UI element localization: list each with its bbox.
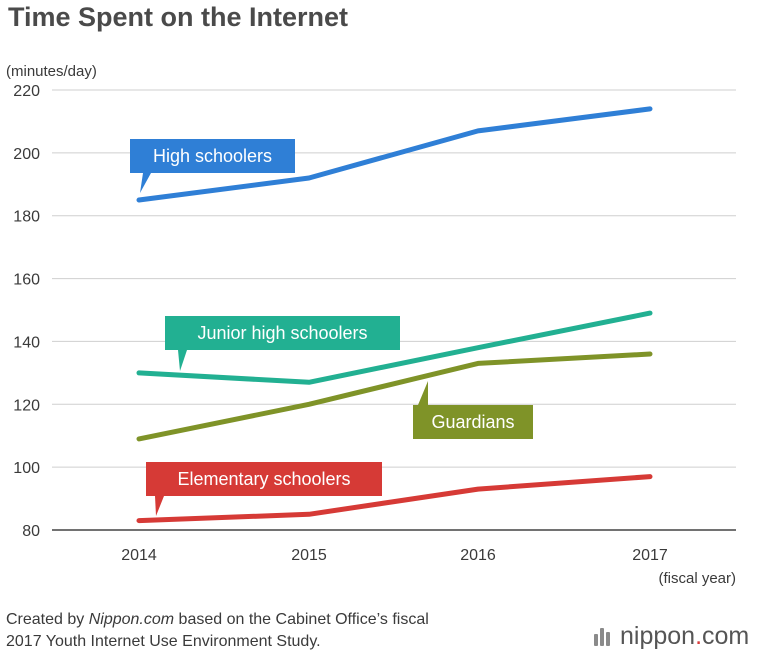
line-chart: 80 100 120 140 160 180 200 220 2014 2015 2016 2017… — [6, 63, 736, 587]
x-tick-label: 2015 — [291, 547, 327, 564]
brand-dot: . — [695, 622, 703, 650]
series-label: Guardians — [413, 381, 533, 439]
series-line — [136, 474, 653, 524]
series-name: Elementary schoolers — [177, 469, 350, 489]
y-tick-label: 80 — [22, 523, 40, 540]
source-line-2: 2017 Youth Internet Use Environment Stud… — [6, 633, 321, 650]
y-tick-label: 200 — [13, 146, 40, 163]
y-tick-label: 120 — [13, 397, 40, 414]
nippon-logo: nippon. com — [594, 622, 749, 651]
label-box — [130, 139, 295, 173]
series-line — [136, 106, 653, 203]
series-label: Elementary schoolers — [146, 462, 382, 516]
series-line — [136, 310, 653, 385]
label-box — [165, 316, 400, 350]
label-pointer — [418, 381, 428, 405]
x-tick-label: 2017 — [632, 547, 668, 564]
x-axis-label: (fiscal year) — [658, 570, 736, 587]
series-name: Guardians — [431, 412, 514, 432]
label-pointer — [140, 173, 151, 193]
y-axis-label: (minutes/day) — [6, 63, 97, 80]
label-pointer — [155, 496, 164, 516]
source-suffix: based on the Cabinet Office’s fiscal — [174, 611, 429, 628]
y-tick-label: 220 — [13, 83, 40, 100]
y-tick-label: 140 — [13, 334, 40, 351]
y-tick-label: 160 — [13, 272, 40, 289]
brand-name: nippon — [620, 622, 696, 650]
series-label: Junior high schoolers — [165, 316, 400, 371]
x-tick-label: 2016 — [460, 547, 496, 564]
brand-tld: com — [702, 622, 750, 650]
y-tick-label: 180 — [13, 209, 40, 226]
y-tick-label: 100 — [13, 460, 40, 477]
series-name: High schoolers — [153, 146, 272, 166]
label-box — [413, 405, 533, 439]
source-prefix: Created by — [6, 611, 89, 628]
series-line — [136, 351, 653, 442]
series-label: High schoolers — [130, 139, 295, 193]
series-name: Junior high schoolers — [197, 323, 367, 343]
chart-title: Time Spent on the Internet — [8, 2, 349, 32]
bars-icon — [594, 626, 614, 648]
source-note: Created by Nippon.com based on the Cabin… — [6, 609, 596, 653]
x-tick-label: 2014 — [121, 547, 157, 564]
label-box — [146, 462, 382, 496]
source-site: Nippon.com — [88, 611, 175, 628]
label-pointer — [178, 350, 187, 371]
